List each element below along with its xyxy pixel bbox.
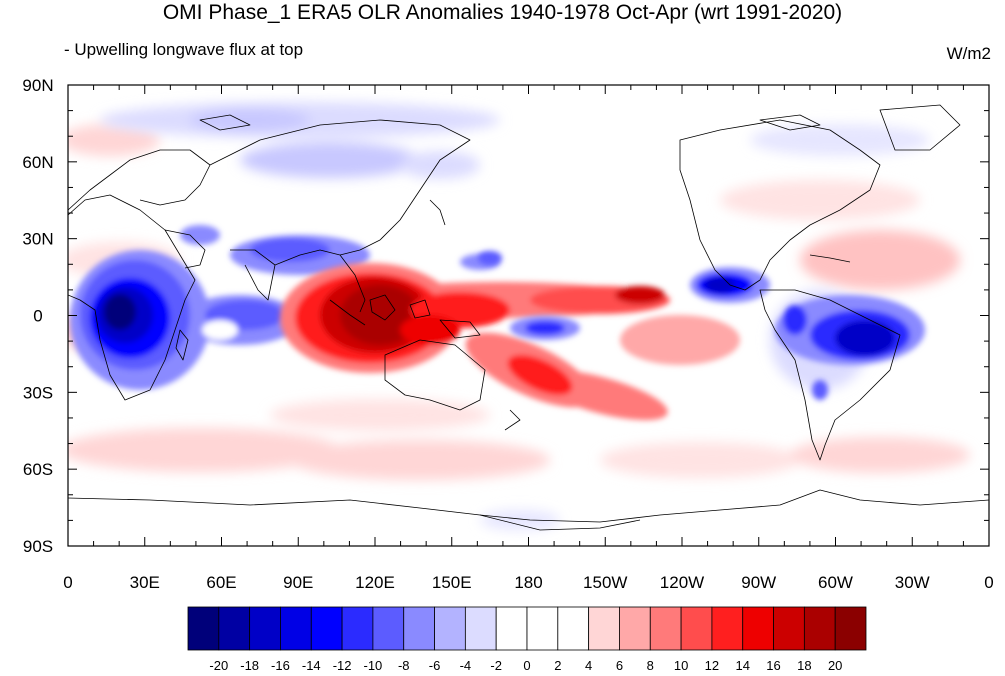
colorbar-label: -6 — [429, 658, 441, 673]
colorbar-box — [249, 606, 281, 651]
colorbar-label: 4 — [585, 658, 592, 673]
lat-tick-label: 60N — [22, 153, 53, 172]
longitude-tick-labels: 0 30E 60E 90E 120E 150E 180 150W 120W 90W 60W 30W 0 — [63, 573, 993, 592]
axis-ticks — [67, 84, 990, 547]
lon-tick-label: 30E — [130, 573, 160, 592]
africa-indian-ocean-negative — [70, 225, 500, 390]
lat-tick-label: 0 — [33, 307, 42, 326]
lat-tick-label: 90S — [23, 537, 53, 556]
colorbar-label: 8 — [647, 658, 654, 673]
colorbar-label: -14 — [302, 658, 321, 673]
colorbar-label: 18 — [797, 658, 811, 673]
colorbar-box — [434, 606, 466, 651]
lat-tick-label: 60S — [23, 460, 53, 479]
maritime-continent-positive — [280, 263, 740, 421]
lat-tick-label: 30S — [23, 383, 53, 402]
colorbar-label: 6 — [616, 658, 623, 673]
lat-tick-label: 90N — [22, 76, 53, 95]
lon-tick-label: 90W — [741, 573, 776, 592]
colorbar-label: 0 — [523, 658, 530, 673]
americas-negative — [690, 267, 925, 400]
colorbar-labels: -20 -18 -16 -14 -12 -10 -8 -6 -4 -2 0 2 4 6 8 10 12 14 16 1… — [209, 658, 842, 673]
colorbar-box — [619, 606, 651, 651]
colorbar-box — [464, 606, 497, 651]
colorbar-box — [680, 606, 713, 651]
colorbar-label: 14 — [735, 658, 749, 673]
colorbar-box — [280, 606, 312, 651]
colorbar-box — [557, 606, 590, 651]
colorbar-box — [403, 606, 435, 651]
colorbar-label: 16 — [766, 658, 780, 673]
lat-tick-label: 30N — [22, 230, 53, 249]
colorbar-label: 10 — [674, 658, 688, 673]
colorbar-box — [218, 606, 251, 651]
colorbar-label: 12 — [705, 658, 719, 673]
colorbar-label: -4 — [460, 658, 472, 673]
lon-tick-label: 60E — [206, 573, 236, 592]
colorbar-label: -2 — [490, 658, 502, 673]
lon-tick-label: 150W — [583, 573, 627, 592]
anomaly-field — [68, 85, 989, 546]
central-pacific-negative — [478, 251, 580, 340]
colorbar-box — [803, 606, 836, 651]
lon-tick-label: 30W — [895, 573, 930, 592]
colorbar-box — [834, 606, 867, 651]
latitude-tick-labels: 90N 60N 30N 0 30S 60S 90S — [22, 76, 53, 556]
colorbar-box — [526, 606, 559, 651]
lon-tick-label: 60W — [818, 573, 853, 592]
colorbar-box — [495, 606, 528, 651]
colorbar-label: -8 — [398, 658, 410, 673]
lon-tick-label: 0 — [984, 573, 993, 592]
colorbar-label: 2 — [554, 658, 561, 673]
colorbar-label: -16 — [271, 658, 290, 673]
lon-tick-label: 90E — [283, 573, 313, 592]
variable-description: - Upwelling longwave flux at top — [64, 40, 304, 59]
lon-tick-label: 150E — [432, 573, 472, 592]
colorbar-box — [310, 606, 343, 651]
colorbar-box — [649, 606, 682, 651]
colorbar-box — [711, 606, 744, 651]
colorbar-label: -12 — [333, 658, 352, 673]
map-title: OMI Phase_1 ERA5 OLR Anomalies 1940-1978… — [162, 1, 843, 24]
colorbar-label: -20 — [209, 658, 228, 673]
colorbar-label: -10 — [364, 658, 383, 673]
coastlines — [68, 104, 989, 531]
colorbar-box — [588, 606, 620, 651]
units-label: W/m2 — [946, 44, 991, 63]
lon-tick-label: 120E — [355, 573, 395, 592]
colorbar-label: 20 — [828, 658, 842, 673]
colorbar-box — [773, 606, 805, 651]
lon-tick-label: 180 — [514, 573, 542, 592]
colorbar-box — [742, 606, 774, 651]
colorbar-box — [187, 606, 220, 651]
lon-tick-label: 0 — [63, 573, 72, 592]
lon-tick-label: 120W — [660, 573, 704, 592]
colorbar-box — [341, 606, 374, 651]
colorbar — [187, 606, 867, 651]
colorbar-box — [372, 606, 405, 651]
colorbar-label: -18 — [240, 658, 259, 673]
